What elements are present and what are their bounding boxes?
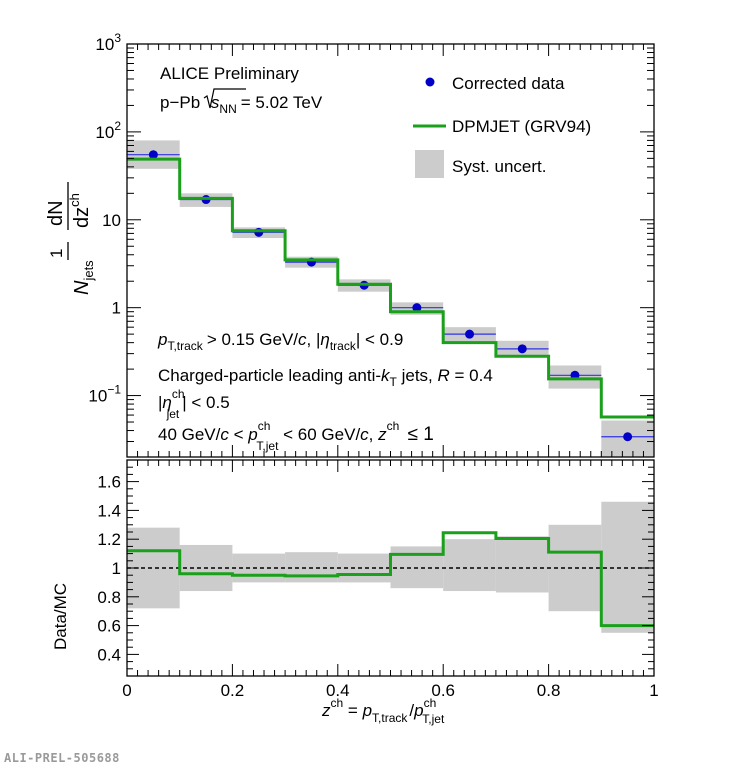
x-tick-label-2: 0.4 (326, 681, 350, 700)
ratio-ytick-label-6: 1.6 (97, 473, 121, 492)
cut-track-label: pT,track > 0.15 GeV/c, |ηtrack| < 0.9 (157, 330, 403, 353)
ratio-syst-bin-7 (495, 536, 549, 593)
data-point-7 (517, 344, 527, 354)
data-point-2 (254, 227, 264, 237)
svg-text:dzch: dzch (67, 193, 93, 228)
x-tick-label-1: 0.2 (221, 681, 245, 700)
legend-data-marker (425, 77, 435, 87)
x-tick-label-0: 0 (122, 681, 131, 700)
x-tick-label-3: 0.6 (431, 681, 455, 700)
system-label: p−Pb sNN = 5.02 TeV (160, 93, 323, 116)
cut-jet-label: Charged-particle leading anti-kT jets, R… (158, 366, 493, 389)
legend: Corrected data DPMJET (GRV94) Syst. unce… (413, 74, 591, 178)
svg-text:Njets: Njets (71, 260, 96, 295)
dpmjet-step-line (127, 157, 654, 419)
ratio-ytick-label-1: 0.6 (97, 617, 121, 636)
cut-pt-label: 40 GeV/c < pch T,jet < 60 GeV/c, zch ≤ 1 (158, 419, 434, 453)
top-ytick-label-0: 103 (95, 31, 121, 54)
data-point-9 (623, 432, 633, 442)
top-ytick-label-4: 10−1 (88, 383, 121, 406)
ratio-line-group (127, 531, 654, 628)
sqrt-sign (203, 88, 246, 109)
ratio-ytick-label-4: 1.2 (97, 530, 121, 549)
x-axis-label: zch = pT,track/pch T,jet (321, 696, 445, 726)
top-ytick-label-3: 1 (112, 299, 121, 318)
svg-text:dN: dN (45, 200, 67, 226)
ratio-ytick-label-0: 0.4 (97, 645, 121, 664)
ratio-ytick-label-5: 1.4 (97, 501, 121, 520)
x-tick-label-5: 1 (649, 681, 658, 700)
svg-text:1: 1 (47, 249, 66, 258)
ratio-step-line (127, 531, 654, 628)
preliminary-label: ALICE Preliminary (160, 64, 299, 83)
ratio-syst-bin-6 (443, 539, 496, 592)
top-ytick-label-2: 10 (102, 211, 121, 230)
top-y-axis-label: 1 Njets dN dzch (45, 182, 96, 295)
x-tick-label-4: 0.8 (537, 681, 561, 700)
preliminary-id-label: ALI-PREL-505688 (4, 751, 120, 765)
data-point-5 (412, 303, 422, 313)
legend-mc-label: DPMJET (GRV94) (452, 117, 591, 136)
top-ytick-label-1: 102 (95, 119, 121, 142)
ratio-ytick-label-2: 0.8 (97, 588, 121, 607)
cut-eta-label: |ηch jet| < 0.5 (158, 387, 230, 421)
legend-syst-label: Syst. uncert. (452, 157, 546, 176)
data-point-0 (148, 150, 158, 160)
legend-data-label: Corrected data (452, 74, 565, 93)
data-point-6 (465, 329, 475, 339)
ratio-y-axis-label: Data/MC (51, 583, 70, 650)
legend-syst-box (415, 150, 444, 178)
ratio-ytick-label-3: 1 (112, 559, 121, 578)
top-mc-group (127, 157, 654, 419)
